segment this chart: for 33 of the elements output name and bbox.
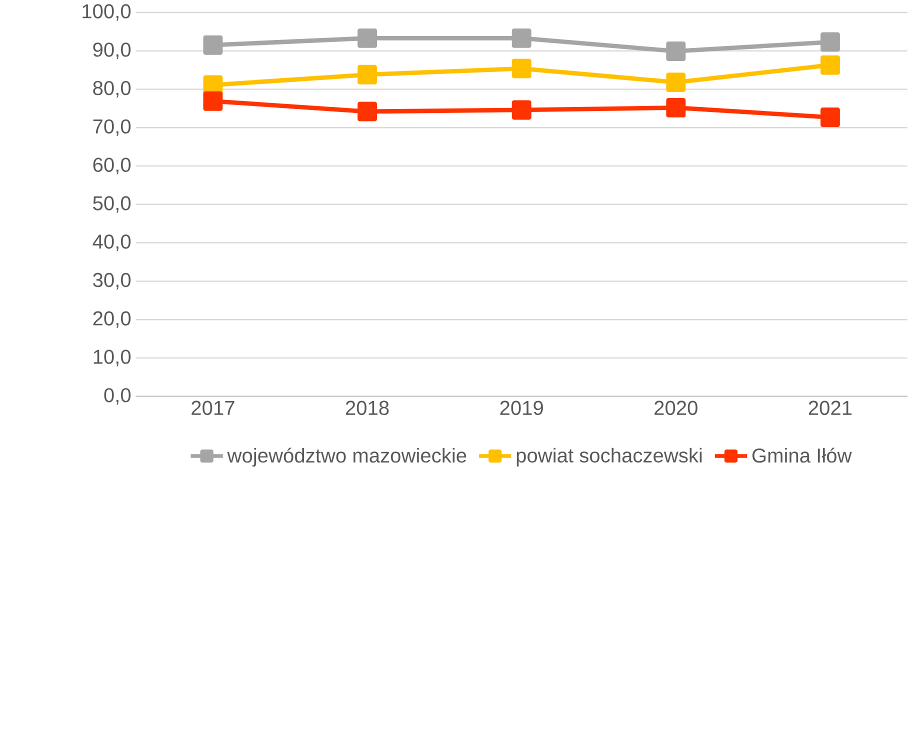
x-tick-label: 2018 [346,400,389,415]
point [203,35,223,55]
point [820,32,840,52]
x-tick-label: 2017 [192,400,234,415]
y-tick-label: 50,0 [93,196,131,213]
y-tick-label: 90,0 [93,42,131,60]
y-tick-label: 20,0 [93,311,131,328]
y-tick-label: 30,0 [93,272,131,290]
legend-label: województwo mazowieckie [227,448,466,467]
point [203,91,223,111]
legend-label: Gmina Iłów [752,448,852,463]
point [666,98,686,118]
point [666,72,686,92]
point [358,64,377,84]
y-tick-label: 100,0 [82,4,131,21]
point [820,55,840,75]
point [820,108,840,127]
x-tick-label: 2019 [500,400,543,415]
y-tick-label: 10,0 [94,350,131,366]
x-tick-label: 2020 [654,400,698,415]
y-tick-label: 0,0 [104,388,131,405]
point [512,100,532,120]
x-tick-label: 2021 [808,400,852,415]
y-tick-label: 60,0 [93,158,131,174]
point [666,41,686,61]
point [358,28,377,48]
point [512,28,532,48]
point [512,58,532,78]
y-tick-label: 80,0 [93,80,131,98]
y-tick-label: 40,0 [92,234,131,252]
legend-label: powiat sochaczewski [516,448,702,467]
point [358,102,377,122]
y-tick-label: 70,0 [93,119,131,136]
